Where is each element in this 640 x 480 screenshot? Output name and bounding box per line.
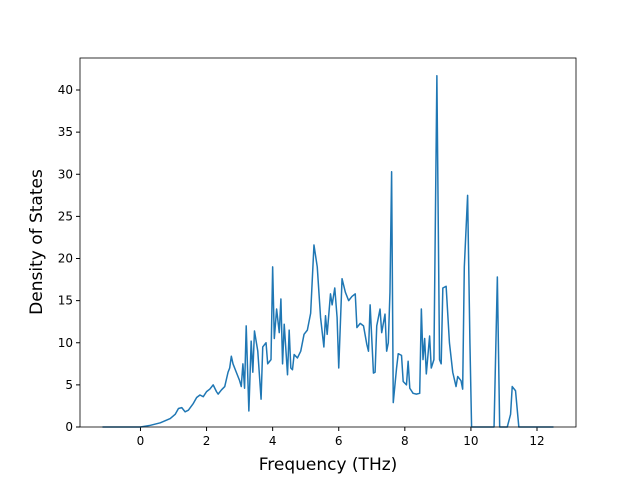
y-tick-label: 35 (58, 125, 73, 139)
x-tick-label: 4 (269, 434, 277, 448)
x-tick-label: 2 (203, 434, 211, 448)
x-axis-label: Frequency (THz) (259, 455, 398, 475)
y-tick-label: 40 (58, 83, 73, 97)
data-line (102, 74, 554, 428)
y-tick-label: 0 (65, 420, 73, 434)
x-tick-label: 10 (463, 434, 478, 448)
y-axis-label: Density of States (27, 169, 47, 315)
x-tick-label: 0 (137, 434, 145, 448)
y-tick-label: 25 (58, 209, 73, 223)
x-tick-label: 12 (529, 434, 544, 448)
y-tick-label: 10 (58, 336, 73, 350)
y-tick-label: 5 (65, 378, 73, 392)
x-tick-label: 6 (335, 434, 343, 448)
y-tick-label: 15 (58, 294, 73, 308)
x-tick-label: 8 (401, 434, 409, 448)
y-tick-label: 20 (58, 252, 73, 266)
plot-frame (79, 57, 577, 428)
y-tick-label: 30 (58, 167, 73, 181)
